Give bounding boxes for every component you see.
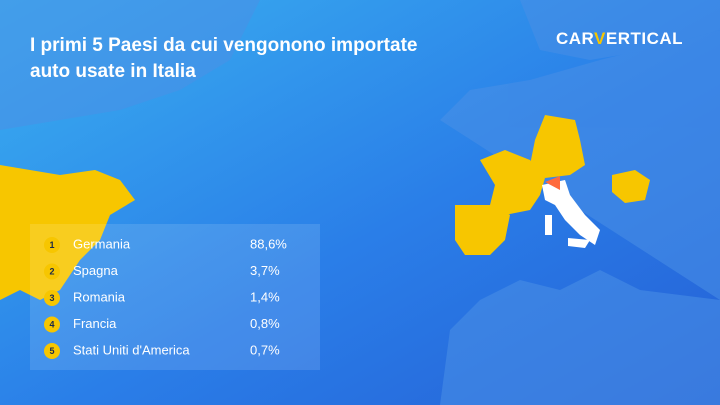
france	[480, 150, 545, 215]
rank: 4	[49, 319, 54, 329]
share: 0,8%	[250, 316, 280, 331]
share: 0,7%	[250, 342, 280, 357]
share: 88,6%	[250, 236, 287, 251]
share: 1,4%	[250, 289, 280, 304]
logo-part: CAR	[556, 29, 594, 48]
table-panel	[30, 224, 320, 370]
share: 3,7%	[250, 263, 280, 278]
germany	[530, 115, 585, 178]
rank-badge	[44, 237, 60, 253]
rank: 5	[49, 346, 54, 356]
rank: 2	[49, 266, 54, 276]
title: I primi 5 Paesi da cui vengonono importa…	[30, 35, 417, 56]
table: 1 Germania 88,6% 2 Spagna 3,7% 3 Romania 1,4% 4 Fr…	[44, 236, 287, 359]
country: Germania	[73, 236, 131, 251]
rank: 3	[49, 293, 54, 303]
country: Romania	[73, 289, 126, 304]
rank-badge	[44, 263, 60, 280]
country: Francia	[73, 316, 117, 331]
rank-badge	[44, 290, 60, 306]
logo: CARVERTICAL	[556, 29, 683, 48]
title: auto usate in Italia	[30, 61, 196, 82]
country: Spagna	[73, 263, 119, 278]
sicily	[568, 238, 590, 248]
spain	[455, 205, 510, 255]
romania	[612, 170, 650, 203]
usa	[0, 165, 135, 300]
marker	[545, 176, 560, 190]
rank-badge	[44, 316, 60, 333]
europe-highlight	[455, 115, 650, 255]
rank-badge	[44, 343, 60, 359]
italy	[542, 180, 600, 245]
country: Stati Uniti d'America	[73, 342, 190, 357]
logo-part: V	[594, 29, 606, 48]
rank: 1	[49, 240, 54, 250]
sardinia	[545, 215, 552, 235]
logo-part: ERTICAL	[606, 29, 683, 48]
